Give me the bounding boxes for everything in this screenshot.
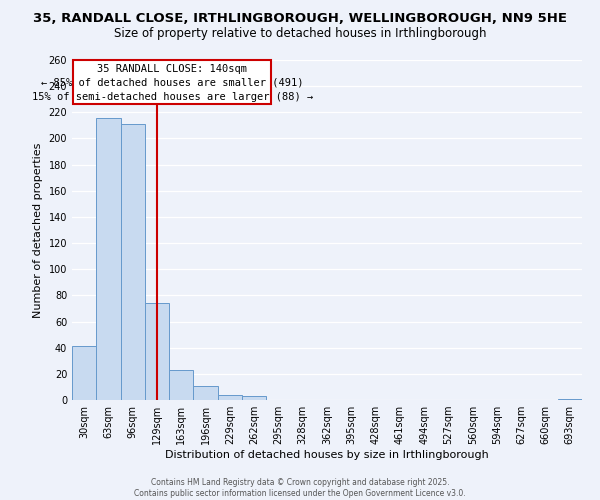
Text: 35 RANDALL CLOSE: 140sqm: 35 RANDALL CLOSE: 140sqm: [97, 64, 247, 74]
Text: ← 85% of detached houses are smaller (491): ← 85% of detached houses are smaller (49…: [41, 77, 304, 87]
Bar: [193, 386, 218, 400]
Y-axis label: Number of detached properties: Number of detached properties: [33, 142, 43, 318]
Text: Contains HM Land Registry data © Crown copyright and database right 2025.
Contai: Contains HM Land Registry data © Crown c…: [134, 478, 466, 498]
Bar: [218, 395, 242, 400]
FancyBboxPatch shape: [73, 60, 271, 104]
Bar: [169, 370, 193, 400]
Bar: [72, 346, 96, 400]
Text: Size of property relative to detached houses in Irthlingborough: Size of property relative to detached ho…: [114, 28, 486, 40]
X-axis label: Distribution of detached houses by size in Irthlingborough: Distribution of detached houses by size …: [165, 450, 489, 460]
Bar: [96, 118, 121, 400]
Text: 35, RANDALL CLOSE, IRTHLINGBOROUGH, WELLINGBOROUGH, NN9 5HE: 35, RANDALL CLOSE, IRTHLINGBOROUGH, WELL…: [33, 12, 567, 26]
Bar: [145, 303, 169, 400]
Bar: [242, 396, 266, 400]
Bar: [121, 124, 145, 400]
Text: 15% of semi-detached houses are larger (88) →: 15% of semi-detached houses are larger (…: [32, 92, 313, 102]
Bar: [558, 398, 582, 400]
